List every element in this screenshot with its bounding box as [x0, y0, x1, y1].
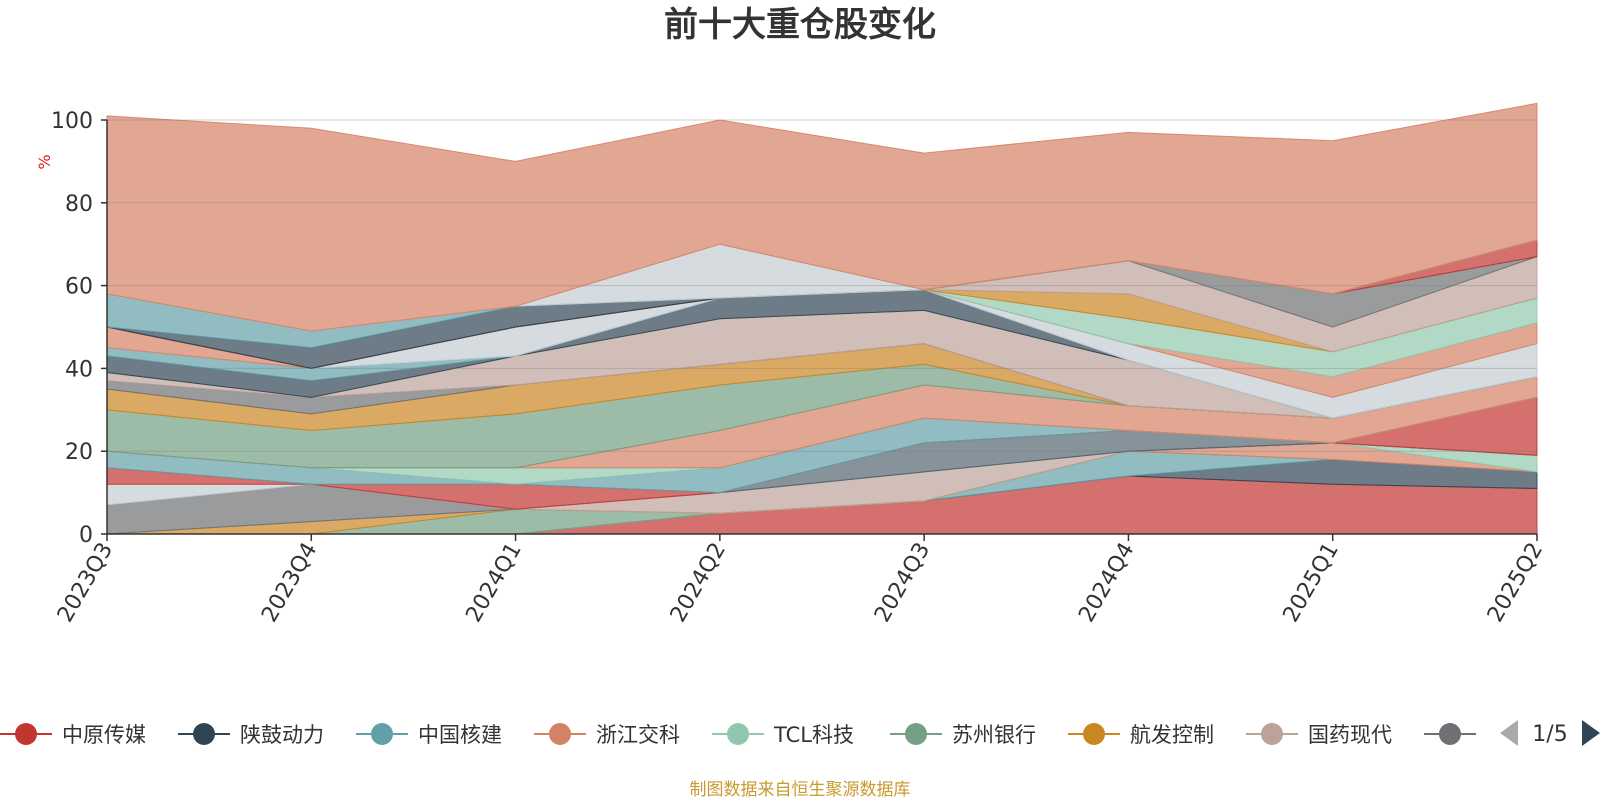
x-tick-label: 2025Q1: [1279, 539, 1344, 627]
y-axis-ticks: 0 20 40 60 80 100: [51, 109, 107, 548]
legend-circle-icon: [193, 723, 215, 745]
legend-item[interactable]: 中: [1424, 723, 1507, 747]
legend-pager: 1/5: [1500, 720, 1600, 747]
legend-next-arrow-icon[interactable]: [1582, 720, 1600, 746]
legend-label: 航发控制: [1130, 723, 1214, 747]
legend-item[interactable]: 国药现代: [1246, 723, 1392, 747]
x-tick-label: 2024Q3: [870, 539, 935, 627]
legend-item[interactable]: 航发控制: [1068, 723, 1214, 747]
legend-circle-icon: [1083, 723, 1105, 745]
y-tick-label: 80: [65, 192, 93, 217]
legend-label: 中原传媒: [62, 723, 146, 747]
area-layers: [106, 102, 1538, 535]
legend-circle-icon: [1261, 723, 1283, 745]
legend-circle-icon: [549, 723, 571, 745]
legend-items: 中原传媒 陕鼓动力 中国核建 浙江交科 TCL科技 苏州银行 航发控制 国药现代 中: [0, 723, 1507, 747]
legend-item[interactable]: 苏州银行: [890, 723, 1036, 747]
legend-circle-icon: [371, 723, 393, 745]
legend-label: 陕鼓动力: [240, 723, 324, 747]
legend-circle-icon: [15, 723, 37, 745]
legend-label: 中国核建: [418, 723, 502, 747]
x-tick-label: 2025Q2: [1483, 539, 1548, 627]
x-tick-label: 2023Q4: [257, 539, 322, 627]
legend-label: 浙江交科: [596, 723, 680, 747]
legend-prev-arrow-icon[interactable]: [1500, 720, 1518, 746]
legend-label: 国药现代: [1308, 723, 1392, 747]
y-axis-unit: %: [35, 154, 54, 169]
legend: 中原传媒 陕鼓动力 中国核建 浙江交科 TCL科技 苏州银行 航发控制 国药现代 中: [0, 723, 1507, 747]
data-source-note: 制图数据来自恒生聚源数据库: [690, 780, 911, 800]
y-tick-label: 20: [65, 440, 93, 465]
x-tick-label: 2024Q4: [1074, 539, 1139, 627]
x-tick-label: 2023Q3: [53, 539, 118, 627]
axes: [106, 120, 1537, 535]
y-tick-label: 0: [79, 523, 93, 548]
legend-item[interactable]: 中原传媒: [0, 723, 146, 747]
legend-circle-icon: [727, 723, 749, 745]
legend-item[interactable]: 中国核建: [356, 723, 502, 747]
x-axis-ticks: 2023Q3 2023Q4 2024Q1 2024Q2 2024Q3 2024Q4 2025…: [53, 534, 1548, 627]
x-tick-label: 2024Q2: [666, 539, 731, 627]
y-tick-label: 60: [65, 275, 93, 300]
area-series-32: [106, 102, 1538, 332]
legend-label: 苏州银行: [952, 723, 1036, 747]
legend-item[interactable]: 浙江交科: [534, 723, 680, 747]
legend-circle-icon: [1439, 723, 1461, 745]
y-tick-label: 100: [51, 109, 93, 134]
grid-lines: [107, 119, 1537, 452]
legend-label: TCL科技: [773, 723, 854, 747]
legend-page-indicator: 1/5: [1532, 722, 1567, 747]
legend-circle-icon: [905, 723, 927, 745]
chart-title: 前十大重仓股变化: [664, 5, 936, 45]
legend-item[interactable]: 陕鼓动力: [178, 723, 324, 747]
legend-item[interactable]: TCL科技: [712, 723, 854, 747]
y-tick-label: 40: [65, 357, 93, 382]
x-tick-label: 2024Q1: [461, 539, 526, 627]
